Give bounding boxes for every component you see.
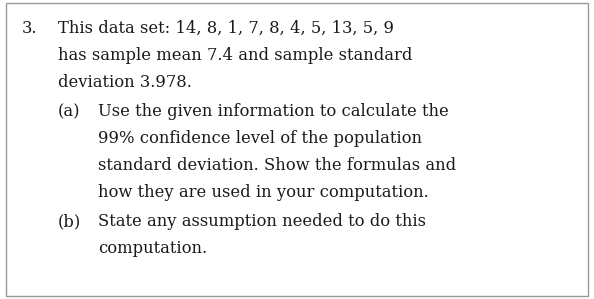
Text: standard deviation. Show the formulas and: standard deviation. Show the formulas an… bbox=[98, 157, 456, 174]
Text: how they are used in your computation.: how they are used in your computation. bbox=[98, 184, 429, 201]
Text: State any assumption needed to do this: State any assumption needed to do this bbox=[98, 213, 426, 230]
Text: 3.: 3. bbox=[22, 20, 37, 37]
Text: deviation 3.978.: deviation 3.978. bbox=[58, 74, 192, 91]
Text: This data set: 14, 8, 1, 7, 8, 4, 5, 13, 5, 9: This data set: 14, 8, 1, 7, 8, 4, 5, 13,… bbox=[58, 20, 394, 37]
Text: Use the given information to calculate the: Use the given information to calculate t… bbox=[98, 103, 448, 120]
Text: 99% confidence level of the population: 99% confidence level of the population bbox=[98, 130, 422, 147]
Text: (b): (b) bbox=[58, 213, 81, 230]
Text: computation.: computation. bbox=[98, 240, 207, 257]
Text: has sample mean 7.4 and sample standard: has sample mean 7.4 and sample standard bbox=[58, 47, 412, 64]
Text: (a): (a) bbox=[58, 103, 81, 120]
